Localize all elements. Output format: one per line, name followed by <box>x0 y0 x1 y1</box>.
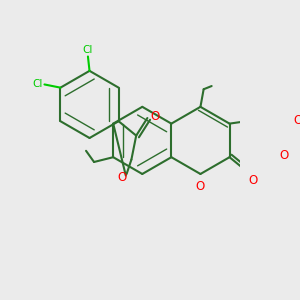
Text: Cl: Cl <box>32 79 43 89</box>
Text: O: O <box>293 114 300 127</box>
Text: O: O <box>196 180 205 194</box>
Text: Cl: Cl <box>83 45 93 55</box>
Text: O: O <box>117 171 126 184</box>
Text: O: O <box>151 110 160 123</box>
Text: O: O <box>249 174 258 187</box>
Text: O: O <box>279 149 288 162</box>
